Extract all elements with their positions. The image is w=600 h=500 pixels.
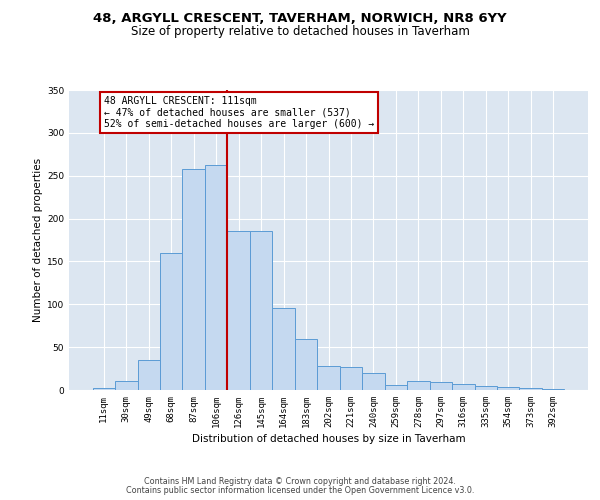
Bar: [407, 382, 430, 390]
Bar: [115, 382, 137, 390]
Bar: [272, 308, 295, 390]
X-axis label: Distribution of detached houses by size in Taverham: Distribution of detached houses by size …: [191, 434, 466, 444]
Text: Contains public sector information licensed under the Open Government Licence v3: Contains public sector information licen…: [126, 486, 474, 495]
Bar: [227, 232, 250, 390]
Bar: [295, 338, 317, 390]
Bar: [497, 388, 520, 390]
Bar: [250, 232, 272, 390]
Text: Size of property relative to detached houses in Taverham: Size of property relative to detached ho…: [131, 25, 469, 38]
Bar: [182, 169, 205, 390]
Bar: [317, 366, 340, 390]
Bar: [430, 382, 452, 390]
Text: Contains HM Land Registry data © Crown copyright and database right 2024.: Contains HM Land Registry data © Crown c…: [144, 477, 456, 486]
Text: 48 ARGYLL CRESCENT: 111sqm
← 47% of detached houses are smaller (537)
52% of sem: 48 ARGYLL CRESCENT: 111sqm ← 47% of deta…: [104, 96, 374, 129]
Bar: [452, 384, 475, 390]
Bar: [520, 388, 542, 390]
Bar: [385, 385, 407, 390]
Bar: [340, 367, 362, 390]
Bar: [542, 389, 565, 390]
Bar: [205, 166, 227, 390]
Bar: [137, 360, 160, 390]
Bar: [92, 388, 115, 390]
Y-axis label: Number of detached properties: Number of detached properties: [33, 158, 43, 322]
Bar: [475, 386, 497, 390]
Bar: [362, 373, 385, 390]
Text: 48, ARGYLL CRESCENT, TAVERHAM, NORWICH, NR8 6YY: 48, ARGYLL CRESCENT, TAVERHAM, NORWICH, …: [93, 12, 507, 26]
Bar: [160, 253, 182, 390]
